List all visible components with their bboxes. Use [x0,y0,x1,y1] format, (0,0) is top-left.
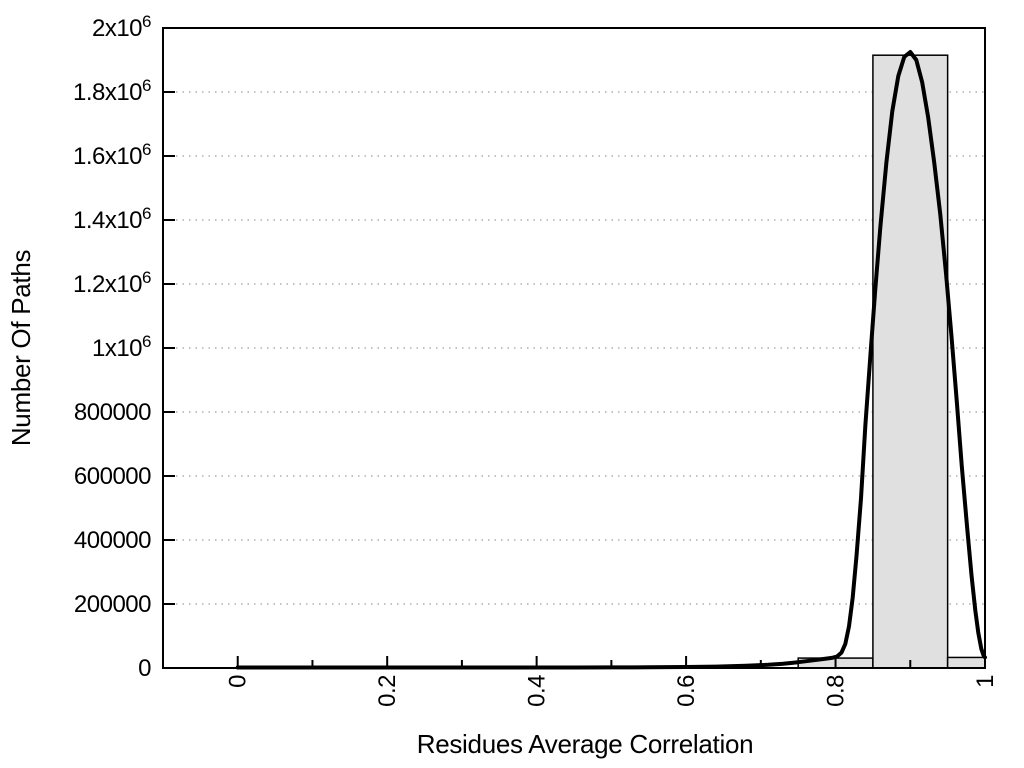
histogram-bar [872,54,949,669]
x-tick-label: 1 [972,675,999,688]
y-axis-title: Number Of Paths [6,250,36,447]
y-tick-label: 600000 [74,463,151,490]
histogram-bar [946,656,986,669]
y-tick-label: 400000 [74,527,151,554]
x-tick-label: 0 [225,675,252,688]
x-axis-title: Residues Average Correlation [417,729,754,759]
y-tick-label: 1.4x106 [73,204,151,234]
y-tick-label: 200000 [74,591,151,618]
y-tick-label: 0 [138,655,151,682]
y-tick-label: 1.6x106 [73,140,151,170]
x-tick-label: 0.2 [374,675,401,707]
x-tick-label: 0.4 [524,675,551,707]
x-tick-label: 0.8 [823,675,850,707]
x-tick-label: 0.6 [673,675,700,707]
y-tick-label: 1.2x106 [73,268,151,298]
y-tick-label: 2x106 [92,12,151,42]
chart-generated-layer: 0 0.2 0.4 0.6 0.8 1 0 200000 400000 600000 800000 1… [73,12,999,707]
y-tick-label: 1.8x106 [73,76,151,106]
y-tick-label: 1x106 [92,332,151,362]
y-tick-label: 800000 [74,399,151,426]
